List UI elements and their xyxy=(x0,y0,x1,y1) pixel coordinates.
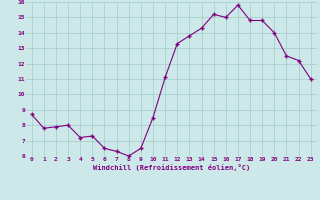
X-axis label: Windchill (Refroidissement éolien,°C): Windchill (Refroidissement éolien,°C) xyxy=(92,164,250,171)
